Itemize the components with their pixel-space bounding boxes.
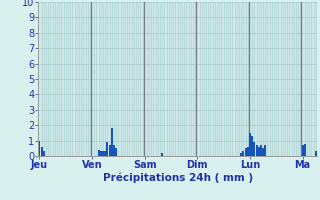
Bar — [253, 142, 255, 156]
Bar — [251, 136, 253, 156]
Bar — [98, 150, 100, 156]
Bar — [249, 133, 251, 156]
Bar — [115, 148, 117, 156]
Bar — [43, 151, 45, 156]
Bar — [258, 147, 260, 156]
Bar — [100, 151, 102, 156]
Bar — [244, 148, 246, 156]
Bar — [304, 144, 306, 156]
Bar — [41, 147, 43, 156]
Bar — [262, 148, 264, 156]
Bar — [161, 153, 163, 156]
Bar — [256, 145, 258, 156]
Bar — [264, 145, 266, 156]
Bar — [260, 145, 262, 156]
Bar — [315, 151, 317, 156]
Bar — [107, 142, 108, 156]
Bar — [102, 151, 104, 156]
Bar — [301, 145, 304, 156]
Bar — [240, 153, 242, 156]
Bar — [111, 128, 113, 156]
Bar — [104, 151, 106, 156]
Bar — [113, 145, 115, 156]
Bar — [109, 145, 111, 156]
Bar — [242, 151, 244, 156]
Bar — [247, 147, 249, 156]
Bar — [38, 141, 41, 156]
X-axis label: Précipitations 24h ( mm ): Précipitations 24h ( mm ) — [102, 173, 253, 183]
